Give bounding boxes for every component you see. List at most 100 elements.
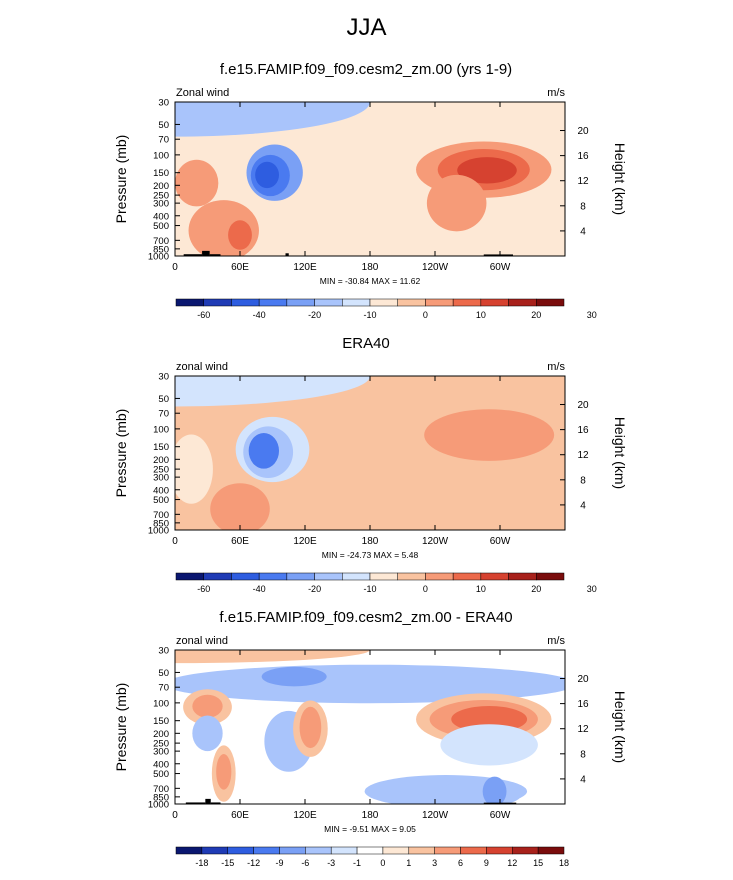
colorbar-swatch — [330, 846, 358, 855]
x-tick-label: 60W — [490, 536, 511, 547]
colorbar-label: 0 — [423, 310, 428, 320]
colorbar-label: 20 — [531, 310, 541, 320]
colorbar-swatch — [342, 572, 371, 581]
y-tick-label: 500 — [153, 221, 169, 232]
y-tick-label: 50 — [158, 394, 169, 405]
topography-block — [202, 250, 210, 256]
colorbar-label: 1 — [406, 858, 411, 868]
contour-region — [175, 102, 370, 137]
colorbar-label: 10 — [476, 584, 486, 594]
colorbar-swatch — [434, 846, 461, 855]
y-tick-label: 300 — [153, 473, 169, 484]
y-tick-label: 850 — [153, 518, 169, 529]
units-label: m/s — [547, 635, 565, 647]
contour-region — [299, 706, 322, 749]
colorbar-swatch — [397, 572, 426, 581]
colorbar-swatch — [279, 846, 306, 855]
colorbar-swatch — [452, 298, 482, 307]
y-tick-label: 250 — [153, 465, 169, 476]
colorbar-label: -20 — [308, 310, 321, 320]
y-tick-label: 250 — [153, 191, 169, 202]
y-axis-title: Pressure (mb) — [113, 409, 129, 498]
y-tick-label: 100 — [153, 424, 169, 435]
contour-region — [175, 376, 370, 407]
y-tick-label: 150 — [153, 168, 169, 179]
colorbar-label: 20 — [531, 584, 541, 594]
variable-label: Zonal wind — [176, 87, 229, 99]
y-tick-label: 150 — [153, 716, 169, 727]
y-tick-label: 30 — [158, 372, 169, 383]
colorbar-label: 6 — [458, 858, 463, 868]
y-tick-label: 850 — [153, 244, 169, 255]
colorbar-label: -10 — [363, 584, 376, 594]
y-tick-label: 70 — [158, 683, 169, 694]
height-tick-label: 4 — [580, 774, 586, 785]
topography-block — [483, 254, 513, 256]
y-tick-label: 100 — [153, 698, 169, 709]
contour-region — [451, 706, 528, 733]
colorbar-label: -20 — [308, 584, 321, 594]
colorbar-swatch — [314, 572, 343, 581]
colorbar-swatch — [175, 298, 204, 307]
contour-region — [440, 724, 538, 766]
contour-region — [192, 715, 223, 752]
x-tick-label: 60W — [490, 810, 511, 821]
colorbar-swatch — [480, 298, 509, 307]
y-tick-label: 70 — [158, 135, 169, 146]
x-tick-label: 60E — [231, 536, 249, 547]
figure-title: JJA — [346, 14, 387, 41]
y-tick-label: 70 — [158, 409, 169, 420]
colorbar-label: 12 — [507, 858, 517, 868]
colorbar-label: 0 — [380, 858, 385, 868]
y-tick-label: 30 — [158, 98, 169, 109]
y-tick-label: 250 — [153, 739, 169, 750]
colorbar-swatch — [369, 298, 398, 307]
colorbar-swatch — [175, 572, 204, 581]
colorbar-swatch — [480, 572, 509, 581]
contour-region — [228, 220, 252, 250]
contour-region — [175, 650, 370, 664]
y-tick-label: 300 — [153, 747, 169, 758]
x-tick-label: 60E — [231, 262, 249, 273]
topography-block — [209, 254, 221, 256]
colorbar-swatch — [305, 846, 332, 855]
y-axis-title: Pressure (mb) — [113, 683, 129, 772]
colorbar-swatch — [369, 572, 398, 581]
y-tick-label: 500 — [153, 769, 169, 780]
y-tick-label: 100 — [153, 150, 169, 161]
topography-block — [210, 802, 221, 804]
y-tick-label: 700 — [153, 236, 169, 247]
height-tick-label: 12 — [577, 176, 589, 187]
chart-panel-3: f.e15.FAMIP.f09_f09.cesm2_zm.00 - ERA40 z… — [113, 609, 628, 868]
contour-region — [175, 434, 213, 504]
contour-region — [210, 483, 270, 530]
colorbar-label: 15 — [533, 858, 543, 868]
contour-region — [426, 174, 487, 232]
colorbar-swatch — [314, 298, 343, 307]
colorbar-swatch — [512, 846, 539, 855]
colorbar-swatch — [425, 298, 454, 307]
y-tick-label: 500 — [153, 495, 169, 506]
x-tick-label: 120W — [422, 536, 449, 547]
colorbar-swatch — [175, 846, 203, 855]
y-tick-label: 700 — [153, 784, 169, 795]
x-tick-label: 60W — [490, 262, 511, 273]
colorbar-label: -15 — [221, 858, 234, 868]
x-tick-label: 120E — [293, 262, 317, 273]
y-tick-label: 1000 — [148, 252, 169, 263]
colorbar-swatch — [286, 572, 315, 581]
y-tick-label: 200 — [153, 181, 169, 192]
height-tick-label: 8 — [580, 475, 586, 486]
minmax-label: MIN = -30.84 MAX = 11.62 — [320, 276, 421, 286]
colorbar-swatch — [486, 846, 513, 855]
colorbar-swatch — [508, 298, 537, 307]
y-tick-label: 1000 — [148, 526, 169, 537]
y-tick-label: 150 — [153, 442, 169, 453]
colorbar-swatch — [286, 298, 315, 307]
height-tick-label: 20 — [577, 674, 589, 685]
panel-title: ERA40 — [342, 335, 390, 352]
contour-region — [255, 161, 279, 189]
contour-region — [192, 694, 223, 718]
colorbar-label: -60 — [197, 584, 210, 594]
